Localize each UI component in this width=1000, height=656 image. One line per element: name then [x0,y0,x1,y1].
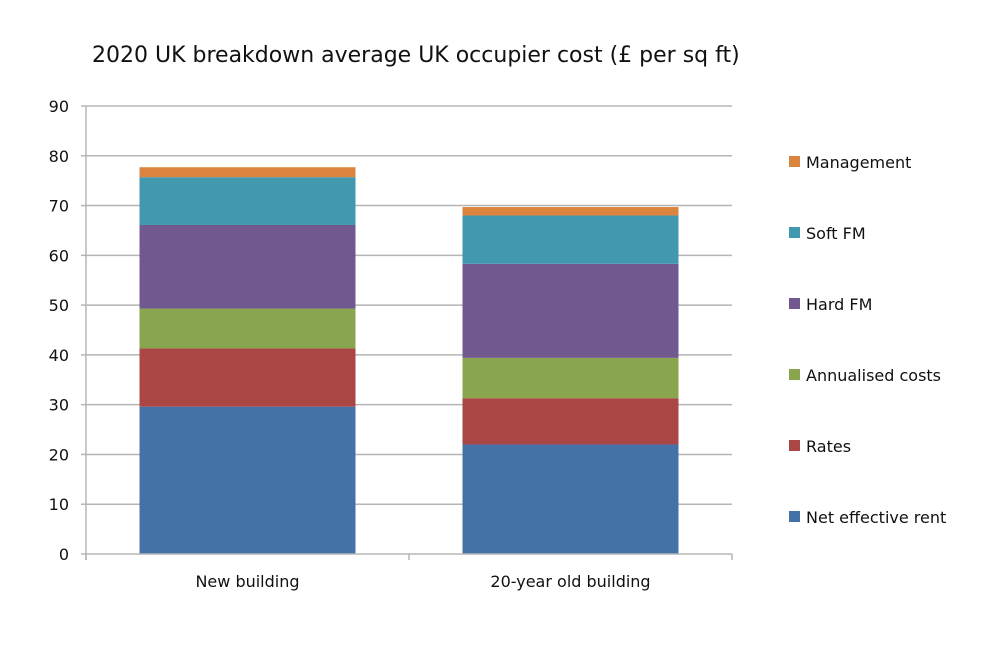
y-tick-label: 30 [49,396,69,415]
bar-segment-net-effective-rent [462,444,679,554]
bar-segment-annualised-costs [462,357,679,399]
legend: Net effective rent Rates Annualised costs H… [789,153,946,527]
legend-label: Management [806,153,911,172]
legend-swatch [789,440,800,451]
y-tick-label: 10 [49,495,69,514]
legend-swatch [789,298,800,309]
legend-label: Net effective rent [806,508,946,527]
bar-segment-annualised-costs [139,308,356,349]
y-tick-label: 0 [59,545,69,564]
bar-segment-management [139,167,356,178]
legend-swatch [789,227,800,238]
x-tick-label: New building [195,572,299,591]
bar-segment-net-effective-rent [139,406,356,554]
legend-swatch [789,156,800,167]
legend-swatch [789,511,800,522]
chart-title: 2020 UK breakdown average UK occupier co… [92,43,740,68]
y-tick-label: 60 [49,246,69,265]
bar-segment-soft-fm [462,215,679,264]
bar-segment-hard-fm [462,263,679,358]
y-tick-label: 50 [49,296,69,315]
axes: 0 10 20 30 40 50 60 70 80 90 New building 20-year o… [49,97,733,591]
legend-label: Hard FM [806,295,872,314]
bar-segment-hard-fm [139,224,356,309]
bar-segment-soft-fm [139,177,356,225]
legend-label: Annualised costs [806,366,941,385]
bar-segment-rates [139,348,356,407]
y-tick-label: 70 [49,197,69,216]
y-tick-label: 20 [49,445,69,464]
legend-swatch [789,369,800,380]
x-tick-label: 20-year old building [490,572,650,591]
y-tick-label: 40 [49,346,69,365]
bar-segment-management [462,207,679,216]
bar-segment-rates [462,398,679,445]
y-tick-label: 80 [49,147,69,166]
bars [139,167,679,554]
legend-label: Rates [806,437,851,456]
legend-label: Soft FM [806,224,866,243]
y-tick-label: 90 [49,97,69,116]
